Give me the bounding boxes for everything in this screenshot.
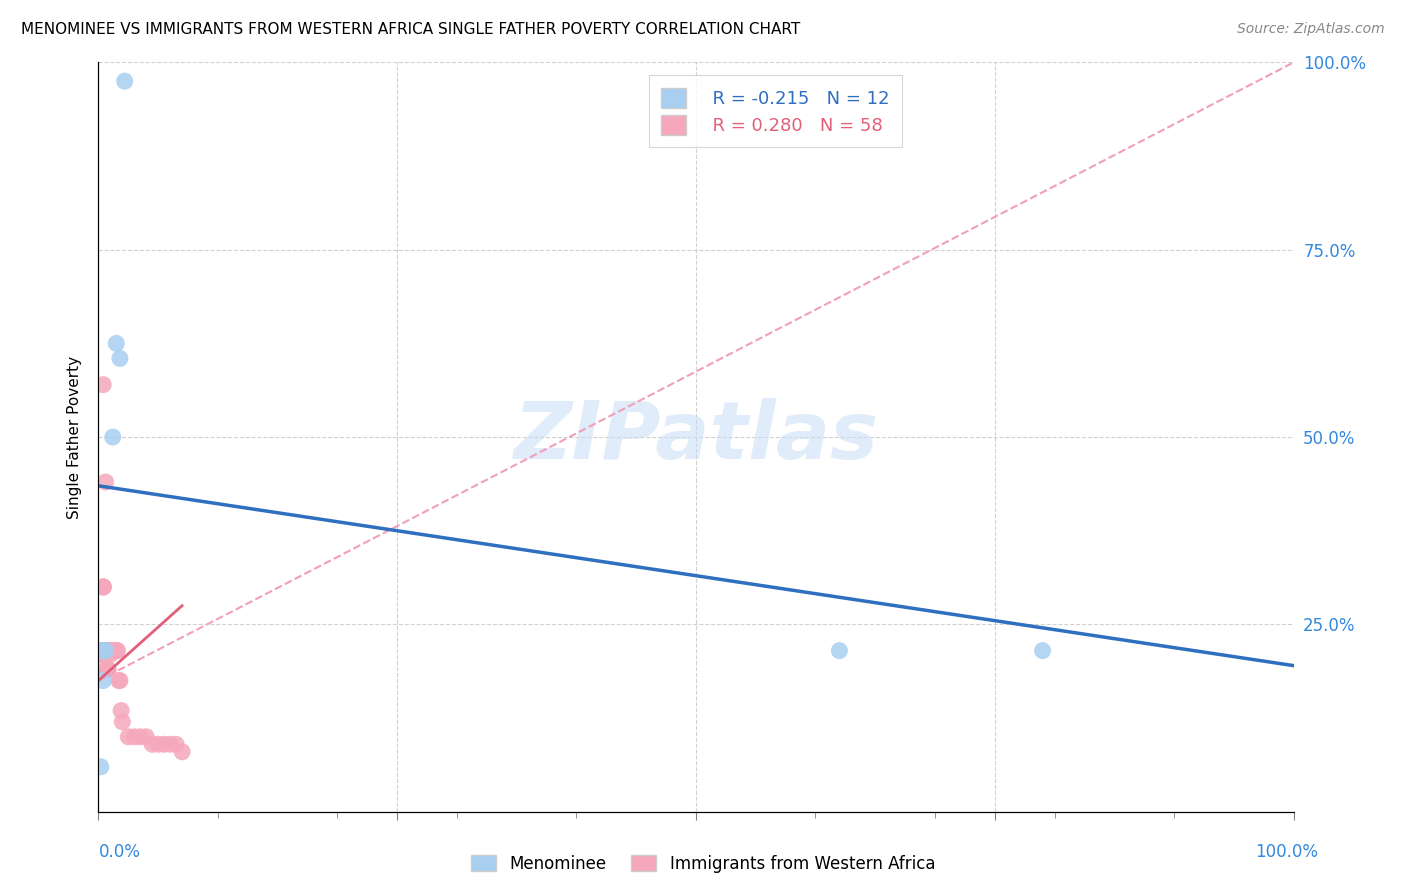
- Point: [94, 475, 117, 489]
- Point: [98, 648, 122, 662]
- Point: [129, 730, 152, 744]
- Point: [103, 643, 125, 657]
- Point: [89, 643, 111, 657]
- Point: [98, 643, 122, 657]
- Point: [91, 673, 114, 688]
- Point: [89, 643, 111, 657]
- Point: [98, 643, 121, 657]
- Point: [91, 643, 114, 657]
- Text: 100.0%: 100.0%: [1256, 843, 1317, 861]
- Point: [1032, 643, 1054, 657]
- Point: [91, 580, 114, 594]
- Point: [97, 643, 120, 657]
- Point: [91, 580, 114, 594]
- Point: [89, 643, 111, 657]
- Legend:   R = -0.215   N = 12,   R = 0.280   N = 58: R = -0.215 N = 12, R = 0.280 N = 58: [648, 75, 903, 147]
- Point: [90, 643, 112, 657]
- Text: ZIPatlas: ZIPatlas: [513, 398, 879, 476]
- Point: [108, 673, 131, 688]
- Point: [96, 662, 118, 676]
- Point: [159, 737, 181, 751]
- Point: [103, 643, 125, 657]
- Point: [107, 673, 129, 688]
- Point: [114, 74, 136, 88]
- Point: [93, 643, 115, 657]
- Point: [124, 730, 146, 744]
- Point: [91, 643, 114, 657]
- Point: [105, 643, 128, 657]
- Y-axis label: Single Father Poverty: Single Father Poverty: [67, 356, 83, 518]
- Point: [89, 643, 111, 657]
- Point: [90, 648, 112, 662]
- Point: [172, 745, 194, 759]
- Point: [91, 580, 114, 594]
- Point: [141, 737, 163, 751]
- Point: [94, 643, 117, 657]
- Point: [96, 662, 118, 676]
- Point: [98, 643, 121, 657]
- Point: [165, 737, 187, 751]
- Point: [108, 351, 131, 366]
- Point: [91, 648, 114, 662]
- Point: [94, 643, 117, 657]
- Point: [148, 737, 170, 751]
- Point: [89, 648, 111, 662]
- Point: [91, 643, 114, 657]
- Point: [89, 643, 111, 657]
- Point: [91, 643, 114, 657]
- Point: [100, 643, 122, 657]
- Point: [89, 643, 111, 657]
- Point: [90, 760, 112, 774]
- Point: [135, 730, 157, 744]
- Text: MENOMINEE VS IMMIGRANTS FROM WESTERN AFRICA SINGLE FATHER POVERTY CORRELATION CH: MENOMINEE VS IMMIGRANTS FROM WESTERN AFR…: [21, 22, 800, 37]
- Point: [97, 662, 120, 676]
- Point: [89, 643, 111, 657]
- Point: [94, 643, 117, 657]
- Point: [111, 714, 134, 729]
- Point: [89, 643, 111, 657]
- Point: [153, 737, 176, 751]
- Text: Source: ZipAtlas.com: Source: ZipAtlas.com: [1237, 22, 1385, 37]
- Point: [90, 643, 112, 657]
- Point: [110, 704, 132, 718]
- Point: [100, 643, 122, 657]
- Point: [104, 643, 127, 657]
- Point: [91, 377, 114, 392]
- Text: 0.0%: 0.0%: [98, 843, 141, 861]
- Point: [828, 643, 851, 657]
- Point: [101, 643, 124, 657]
- Legend: Menominee, Immigrants from Western Africa: Menominee, Immigrants from Western Afric…: [464, 848, 942, 880]
- Point: [117, 730, 139, 744]
- Point: [93, 643, 115, 657]
- Point: [93, 648, 115, 662]
- Point: [101, 430, 124, 444]
- Point: [97, 662, 120, 676]
- Point: [105, 336, 128, 351]
- Point: [90, 648, 112, 662]
- Point: [107, 643, 129, 657]
- Point: [90, 648, 112, 662]
- Point: [98, 643, 122, 657]
